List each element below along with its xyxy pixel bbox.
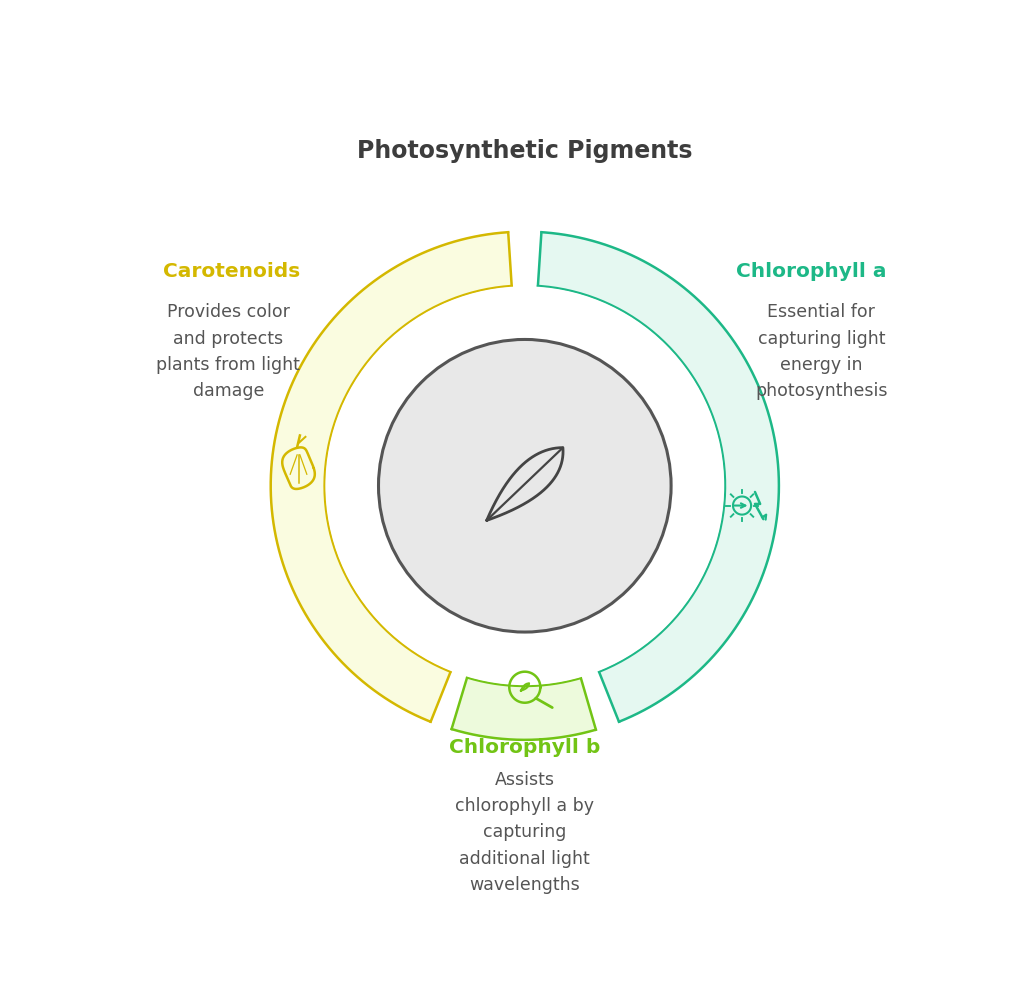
Polygon shape bbox=[536, 301, 710, 657]
Circle shape bbox=[326, 286, 724, 685]
Text: Provides color
and protects
plants from light
damage: Provides color and protects plants from … bbox=[157, 303, 300, 400]
Polygon shape bbox=[471, 641, 577, 671]
Text: Assists
chlorophyll a by
capturing
additional light
wavelengths: Assists chlorophyll a by capturing addit… bbox=[456, 771, 594, 894]
Text: Essential for
capturing light
energy in
photosynthesis: Essential for capturing light energy in … bbox=[755, 303, 888, 400]
Polygon shape bbox=[452, 677, 596, 740]
Polygon shape bbox=[536, 301, 710, 657]
Polygon shape bbox=[471, 641, 577, 671]
Text: Carotenoids: Carotenoids bbox=[163, 262, 300, 281]
Text: Chlorophyll b: Chlorophyll b bbox=[450, 738, 600, 757]
Polygon shape bbox=[340, 301, 514, 657]
Circle shape bbox=[364, 325, 686, 647]
Circle shape bbox=[379, 339, 671, 632]
Polygon shape bbox=[270, 232, 512, 722]
Polygon shape bbox=[538, 232, 779, 722]
Polygon shape bbox=[340, 301, 514, 657]
Text: Photosynthetic Pigments: Photosynthetic Pigments bbox=[357, 139, 692, 163]
Text: Chlorophyll a: Chlorophyll a bbox=[736, 262, 887, 281]
